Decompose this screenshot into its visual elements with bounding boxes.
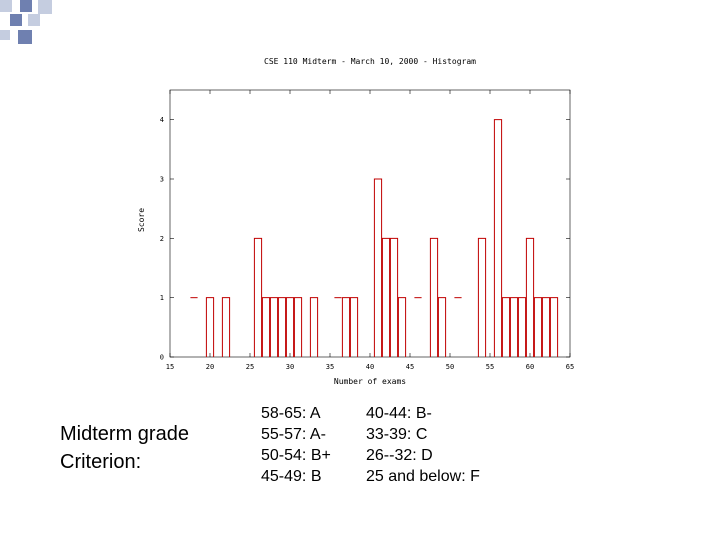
histogram-bar [261, 297, 271, 357]
criterion-line-2: Criterion: [60, 451, 142, 473]
histogram-bar [429, 237, 439, 357]
histogram-bar [549, 297, 559, 357]
x-tick-label: 30 [286, 363, 294, 371]
criterion-label: Midterm grade Criterion: [60, 420, 189, 476]
histogram-bar [253, 237, 263, 357]
chart-title: CSE 110 Midterm - March 10, 2000 - Histo… [264, 57, 476, 66]
histogram-bar [493, 119, 503, 357]
y-tick-label: 4 [160, 116, 164, 124]
grade-item: 33-39: C [366, 426, 428, 443]
y-axis-label: Score [137, 208, 146, 232]
histogram-bar [349, 297, 359, 357]
histogram-bar [477, 237, 487, 357]
grade-item: 55-57: A- [261, 426, 326, 443]
grade-item: 45-49: B [261, 468, 322, 485]
deco-square [0, 30, 10, 40]
histogram-bar [341, 297, 351, 357]
deco-square [28, 14, 40, 26]
grade-item: 58-65: A [261, 405, 321, 422]
histogram-bar [381, 237, 391, 357]
grade-list-2: 40-44: B- 33-39: C 26--32: D 25 and belo… [366, 403, 480, 487]
deco-square [10, 14, 22, 26]
grade-item: 50-54: B+ [261, 447, 331, 464]
histogram-bar [517, 297, 527, 357]
histogram-bar [269, 297, 279, 357]
axes: 15 20 25 30 35 40 45 50 55 60 65 0 1 2 3 4 [160, 89, 574, 371]
y-tick-label: 1 [160, 294, 164, 302]
x-axis-label: Number of exams [334, 377, 406, 386]
y-tick-label: 3 [160, 176, 164, 184]
y-tick-label: 2 [160, 235, 164, 243]
histogram-bar [221, 297, 231, 357]
grade-item: 40-44: B- [366, 405, 432, 422]
histogram-bar [205, 297, 215, 357]
deco-square [20, 0, 32, 12]
grade-item: 25 and below: F [366, 468, 480, 485]
bars [190, 119, 559, 357]
histogram-bar [501, 297, 511, 357]
grade-item: 26--32: D [366, 447, 433, 464]
deco-square [0, 0, 12, 12]
histogram-bar [309, 297, 319, 357]
histogram-bar [285, 297, 295, 357]
x-tick-label: 35 [326, 363, 334, 371]
histogram-svg: CSE 110 Midterm - March 10, 2000 - Histo… [137, 57, 574, 386]
grade-list-1: 58-65: A 55-57: A- 50-54: B+ 45-49: B [261, 403, 331, 487]
deco-square [38, 0, 52, 14]
x-tick-label: 55 [486, 363, 494, 371]
x-tick-label: 65 [566, 363, 574, 371]
x-tick-label: 40 [366, 363, 374, 371]
x-tick-label: 20 [206, 363, 214, 371]
histogram-chart: CSE 110 Midterm - March 10, 2000 - Histo… [130, 50, 590, 395]
histogram-bar [277, 297, 287, 357]
histogram-bar [509, 297, 519, 357]
x-tick-label: 25 [246, 363, 254, 371]
histogram-bar [437, 297, 447, 357]
x-tick-label: 50 [446, 363, 454, 371]
x-tick-label: 60 [526, 363, 534, 371]
x-tick-label: 45 [406, 363, 414, 371]
histogram-bar [373, 178, 383, 357]
histogram-bar [397, 297, 407, 357]
histogram-bar [541, 297, 551, 357]
histogram-bar [293, 297, 303, 357]
histogram-bar [389, 237, 399, 357]
deco-square [18, 30, 32, 44]
x-tick-label: 15 [166, 363, 174, 371]
histogram-bar [525, 237, 535, 357]
decorative-squares [0, 0, 52, 44]
y-tick-label: 0 [160, 354, 164, 362]
histogram-bar [533, 297, 543, 357]
criterion-line-1: Midterm grade [60, 423, 189, 445]
